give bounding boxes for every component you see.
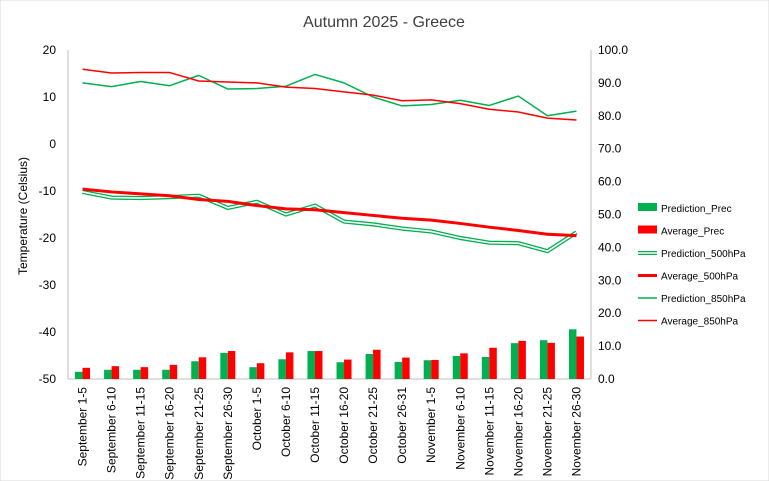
x-category-label: October 6-10 <box>279 387 293 457</box>
bar-average-prec <box>344 359 352 379</box>
bar-average-prec <box>227 351 236 379</box>
y-right-tick-label: 60.0 <box>598 175 622 189</box>
x-category-label: November 1-5 <box>424 387 438 463</box>
x-category-label: October 21-25 <box>366 387 380 464</box>
line-prediction-500hpa-inner <box>82 191 577 252</box>
legend-label: Average_Prec <box>661 227 724 238</box>
bar-prediction-prec <box>539 340 548 379</box>
bar-average-prec <box>314 351 323 379</box>
bar-average-prec <box>576 336 584 379</box>
y-right-tick-label: 100.0 <box>598 43 628 57</box>
y-right-tick-label: 10.0 <box>598 339 622 353</box>
x-category-label: September 26-30 <box>221 387 235 480</box>
x-category-label: September 6-10 <box>105 387 119 473</box>
bar-average-prec <box>518 340 526 379</box>
line-average-850hpa <box>82 68 577 121</box>
y-left-tick-label: -20 <box>39 231 57 245</box>
y-right-tick-label: 90.0 <box>598 76 622 90</box>
legend-label: Average_500hPa <box>661 272 739 283</box>
x-category-label: October 1-5 <box>250 387 264 451</box>
bar-average-prec <box>489 347 497 379</box>
bar-average-prec <box>547 342 555 379</box>
bar-prediction-prec <box>191 361 199 379</box>
bar-average-prec <box>373 349 381 379</box>
bar-prediction-prec <box>452 355 461 379</box>
bar-prediction-prec <box>278 359 286 379</box>
x-category-label: November 16-20 <box>511 387 525 477</box>
legend-label: Average_850hPa <box>661 317 739 328</box>
y-right-tick-label: 20.0 <box>598 306 622 320</box>
y-right-tick-label: 0.0 <box>598 372 615 386</box>
bar-average-prec <box>111 366 120 379</box>
bar-prediction-prec <box>568 329 577 379</box>
x-category-label: September 1-5 <box>76 387 90 467</box>
x-category-label: October 16-20 <box>337 387 351 464</box>
legend-label: Prediction_500hPa <box>661 249 746 260</box>
bar-prediction-prec <box>365 353 374 379</box>
y-left-tick-label: 20 <box>43 43 57 57</box>
x-category-label: November 21-25 <box>540 387 554 477</box>
y-right-tick-label: 40.0 <box>598 240 622 254</box>
bar-prediction-prec <box>104 369 112 379</box>
x-category-label: September 16-20 <box>163 387 177 480</box>
bar-prediction-prec <box>481 356 490 379</box>
bar-average-prec <box>256 363 265 379</box>
y-right-tick-label: 30.0 <box>598 273 622 287</box>
line-prediction-850hpa <box>82 73 577 117</box>
bar-prediction-prec <box>162 369 170 379</box>
line-average-500hpa <box>82 187 577 238</box>
bar-average-prec <box>402 357 410 379</box>
x-category-label: September 11-15 <box>134 387 148 479</box>
bar-average-prec <box>431 359 439 379</box>
bar-prediction-prec <box>75 371 83 379</box>
y-right-tick-label: 50.0 <box>598 208 622 222</box>
legend-label: Prediction_850hPa <box>661 294 746 305</box>
bar-average-prec <box>198 357 207 379</box>
x-category-label: October 11-15 <box>308 387 322 463</box>
y-left-tick-label: -40 <box>39 325 57 339</box>
bar-prediction-prec <box>336 362 345 379</box>
legend: Prediction_Prec Average_Prec Prediction_50… <box>638 203 746 328</box>
bar-average-prec <box>82 367 91 379</box>
y-left-tick-label: -10 <box>39 184 57 198</box>
bar-prediction-prec <box>249 367 257 379</box>
bar-average-prec <box>169 364 178 379</box>
legend-key-prediction-prec <box>638 203 657 211</box>
x-category-label: November 6-10 <box>453 387 467 470</box>
bar-prediction-prec <box>220 353 228 379</box>
bar-prediction-prec <box>394 361 403 379</box>
y-left-tick-label: -30 <box>39 278 57 292</box>
legend-key-average-prec <box>638 225 657 234</box>
bar-prediction-prec <box>307 351 315 379</box>
y-right-tick-label: 70.0 <box>598 142 622 156</box>
y-axis-left-title: Temperature (Celsius) <box>16 157 30 275</box>
bar-average-prec <box>460 353 468 379</box>
y-left-tick-label: 10 <box>43 90 57 104</box>
bar-prediction-prec <box>510 343 519 379</box>
bar-average-prec <box>140 367 149 379</box>
chart-title: Autumn 2025 - Greece <box>303 14 465 31</box>
x-category-label: September 21-25 <box>192 387 206 480</box>
bar-prediction-prec <box>423 360 432 379</box>
x-category-label: November 26-30 <box>569 387 583 477</box>
y-left-tick-label: 0 <box>49 137 56 151</box>
legend-label: Prediction_Prec <box>661 204 732 215</box>
x-category-label: October 26-31 <box>395 387 409 464</box>
bar-prediction-prec <box>133 369 141 379</box>
y-left-tick-label: -50 <box>39 372 57 386</box>
y-right-tick-label: 80.0 <box>598 109 622 123</box>
x-category-label: November 11-15 <box>482 387 496 476</box>
plot-area: 20 10 0 -10 -20 -30 -40 -50 100.0 90.0 80.0 70.0 60.… <box>39 43 629 480</box>
bar-average-prec <box>285 352 294 379</box>
